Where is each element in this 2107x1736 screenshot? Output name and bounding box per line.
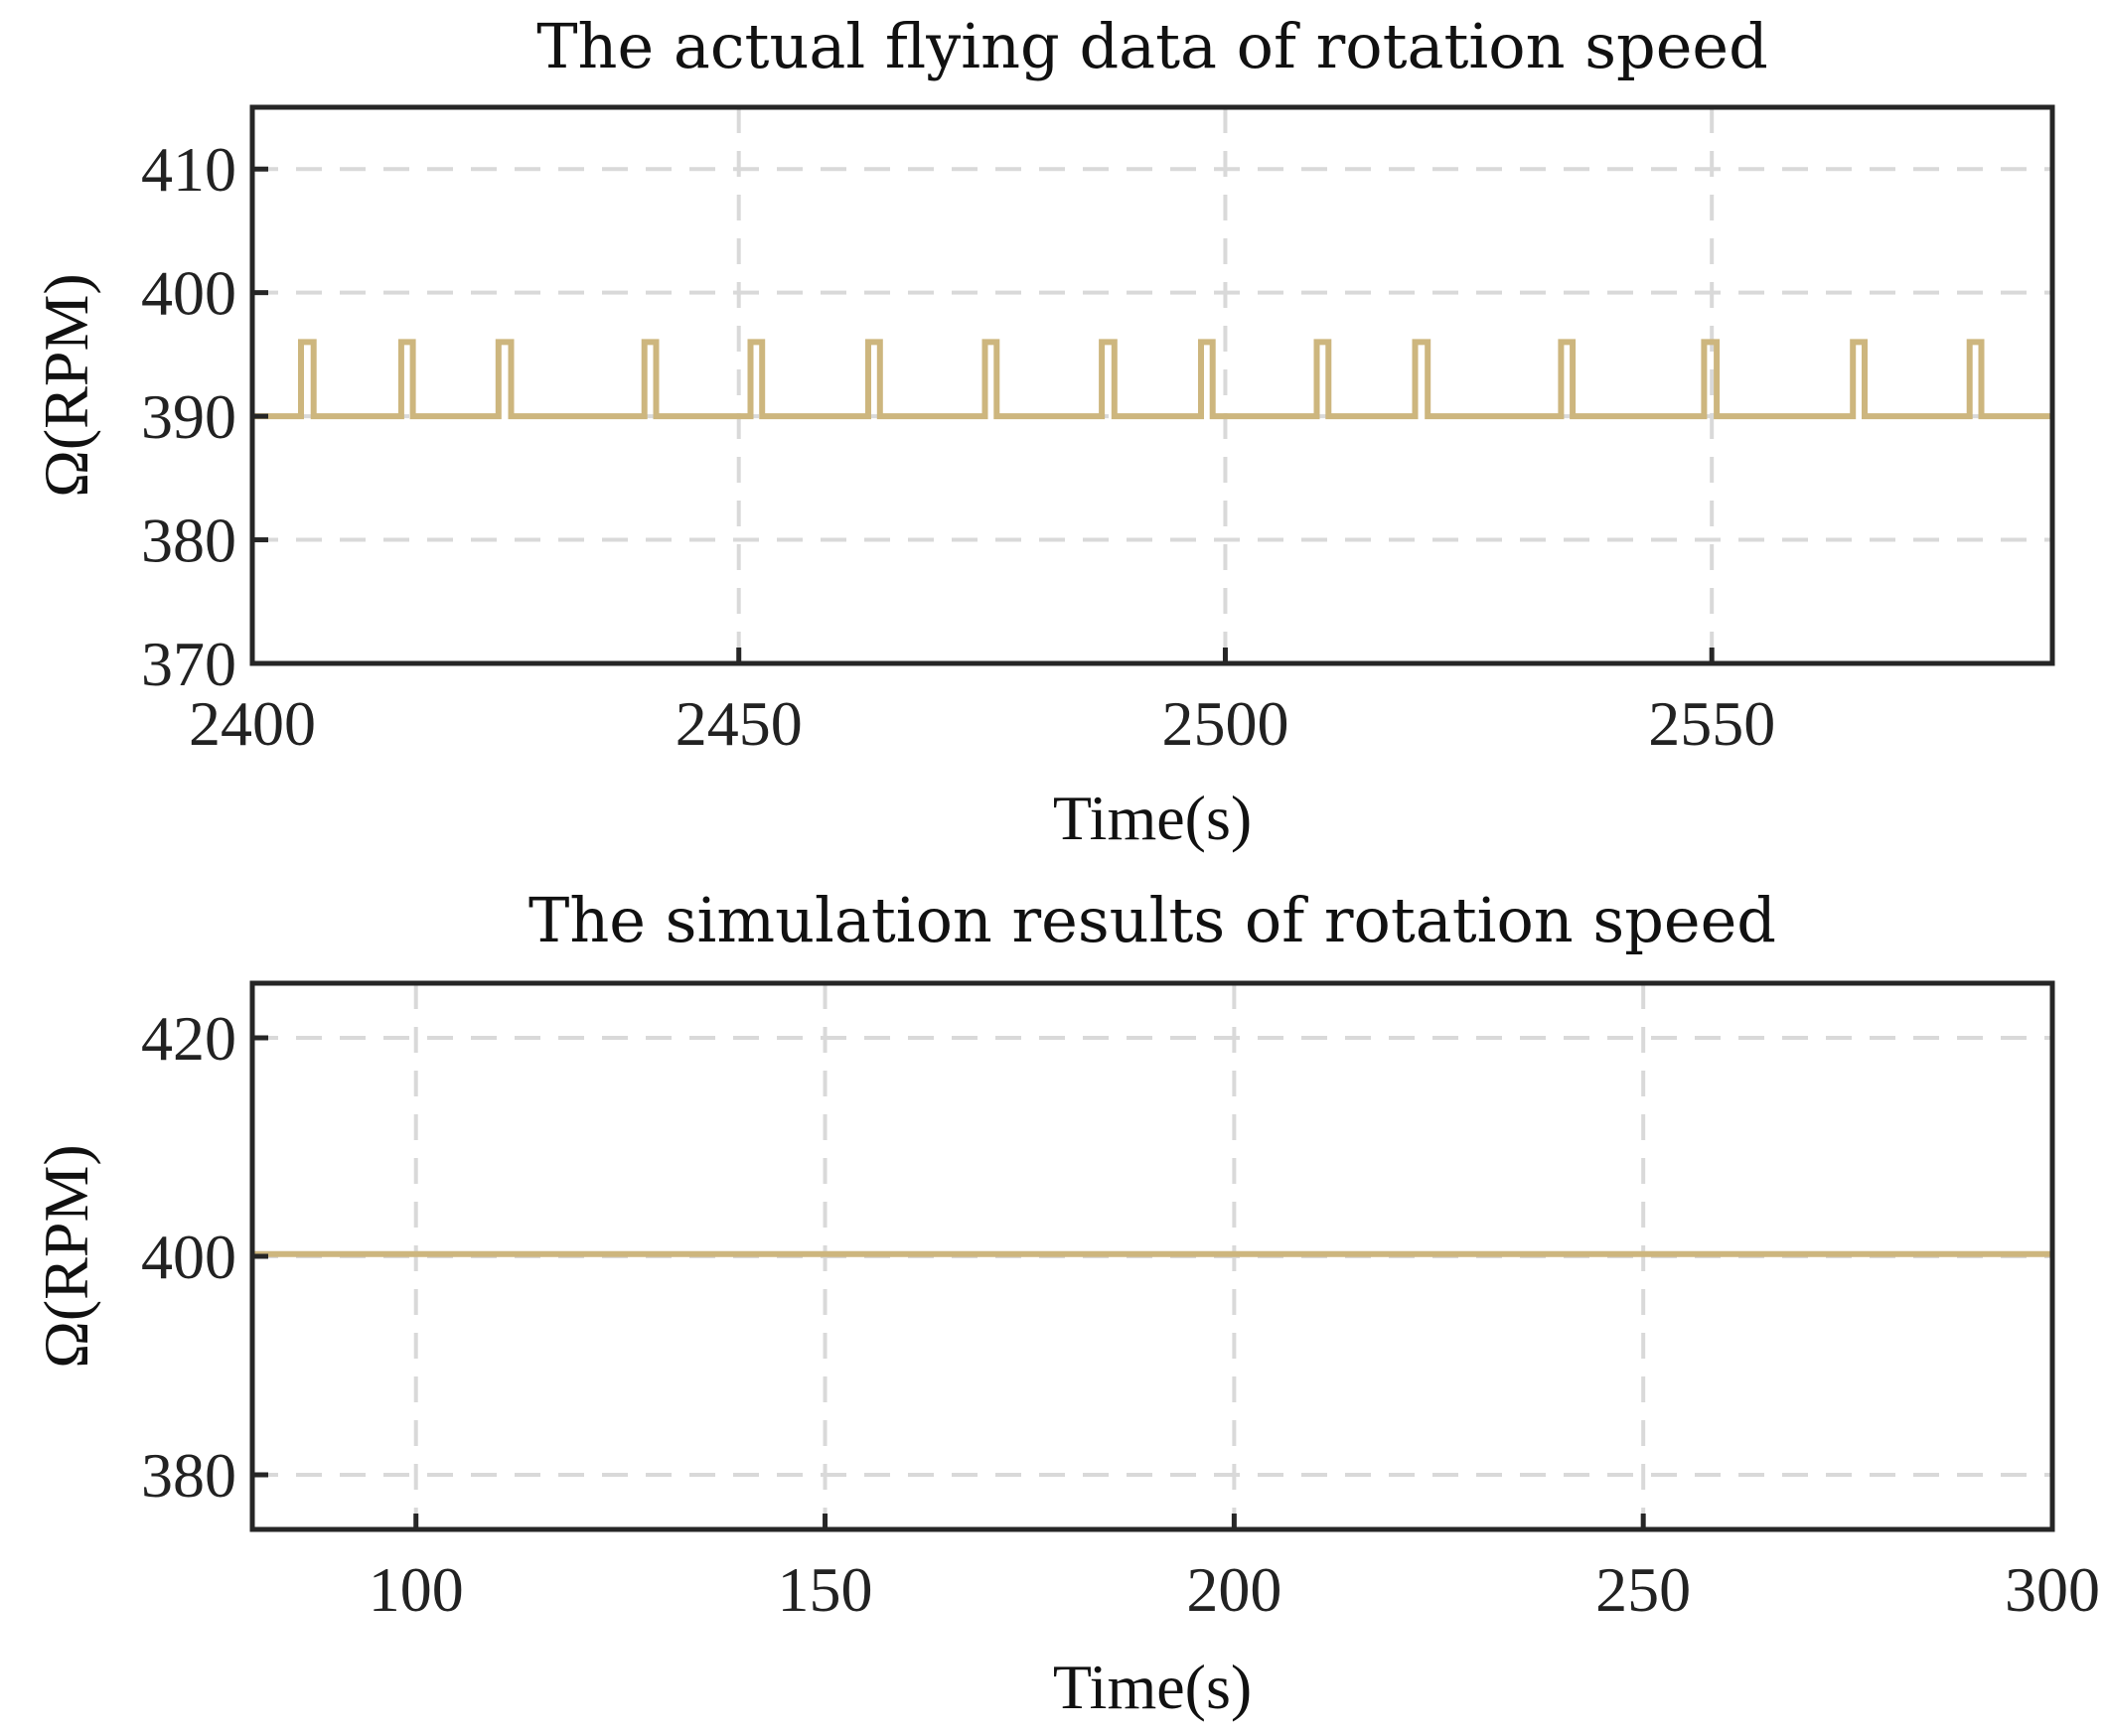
bottom-y-tick-label: 400 [141, 1222, 236, 1292]
bottom-x-tick-label: 300 [2005, 1554, 2100, 1625]
bottom-y-tick-label: 380 [141, 1440, 236, 1511]
top-series-line [252, 339, 2052, 420]
bottom-x-tick-label: 200 [1186, 1554, 1281, 1625]
top-y-tick-label: 390 [141, 381, 236, 452]
top-x-tick-label: 2400 [189, 688, 316, 759]
top-x-tick-label: 2500 [1161, 688, 1288, 759]
bottom-chart-title: The simulation results of rotation speed [528, 884, 1776, 956]
bottom-x-tick-label: 250 [1595, 1554, 1691, 1625]
bottom-chart-xlabel: Time(s) [1053, 1652, 1252, 1722]
top-chart-title: The actual flying data of rotation speed [536, 10, 1768, 82]
top-y-tick-label: 410 [141, 134, 236, 205]
top-y-tick-label: 400 [141, 258, 236, 329]
top-y-tick-label: 370 [141, 629, 236, 699]
bottom-y-tick-label: 420 [141, 1003, 236, 1074]
top-x-tick-label: 2550 [1648, 688, 1775, 759]
bottom-chart-ylabel: Ω(RPM) [31, 1144, 101, 1368]
top-chart-frame [249, 104, 2055, 666]
bottom-chart-panel: The simulation results of rotation speed… [31, 884, 2100, 1722]
bottom-x-tick-label: 150 [778, 1554, 873, 1625]
top-x-tick-label: 2450 [676, 688, 803, 759]
top-chart-panel: The actual flying data of rotation speed… [31, 10, 2055, 853]
top-chart-ylabel: Ω(RPM) [31, 273, 101, 497]
bottom-x-tick-label: 100 [369, 1554, 464, 1625]
top-chart-xlabel: Time(s) [1053, 783, 1252, 853]
top-y-tick-label: 380 [141, 506, 236, 576]
